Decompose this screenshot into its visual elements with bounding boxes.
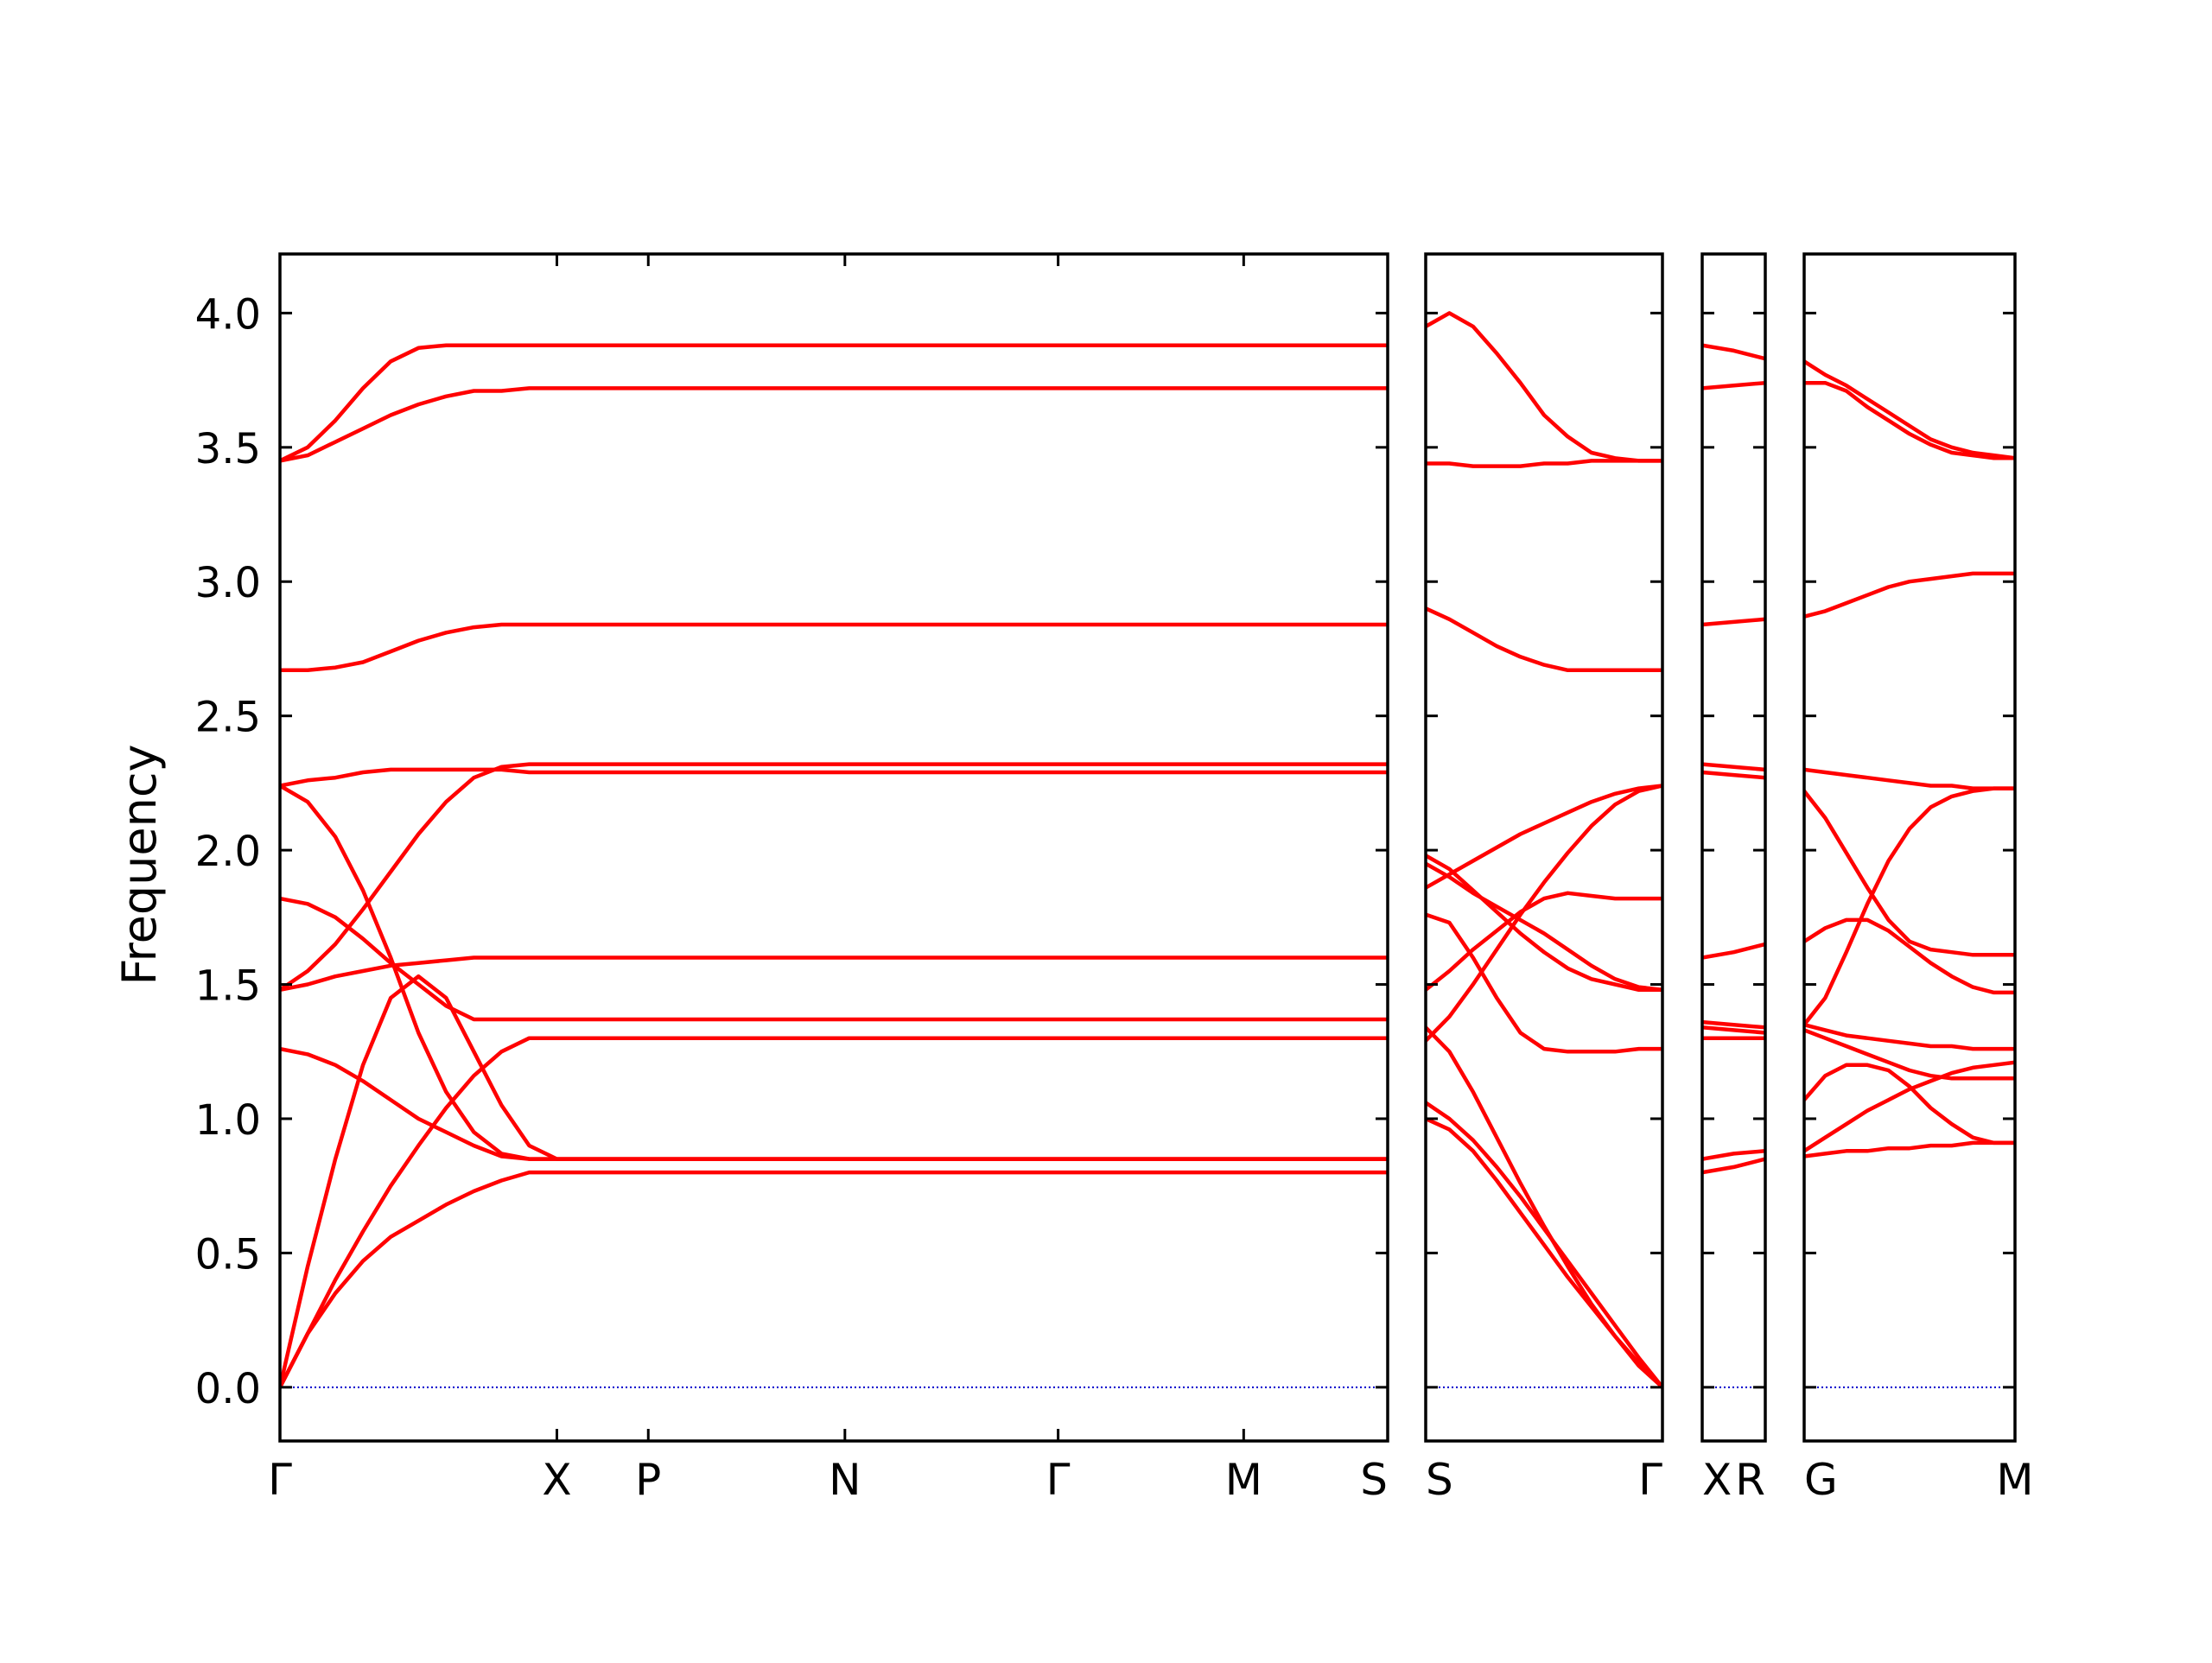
band-line [1702,762,1765,772]
y-tick-label: 1.5 [195,962,261,1011]
y-axis-label: Frequency [112,745,167,986]
panel-frame [1700,252,1767,1443]
band-line [1426,311,1662,463]
band-line [1804,1063,2015,1146]
band-line [1702,1149,1765,1161]
band-line [1702,380,1765,390]
x-tick-label: X [1702,1455,1732,1505]
x-tick-label: Γ [1638,1455,1662,1505]
panel-frame [278,252,1389,1443]
band-line [1804,1060,2015,1153]
x-tick-label: R [1735,1455,1765,1505]
band-line [1426,891,1662,993]
y-tick-label: 4.0 [195,290,261,339]
band-line [1702,617,1765,627]
x-tick-label: M [1996,1455,2033,1505]
x-tick-label: Γ [268,1455,292,1505]
band-line [1426,784,1662,1044]
band-line [280,343,1388,463]
band-line [1702,343,1765,361]
y-tick-label: 3.5 [195,425,261,473]
bands-group [280,343,1388,1390]
band-line [1426,861,1662,993]
x-tick-label: N [829,1455,861,1505]
band-line [1426,854,1662,993]
band-line [1426,912,1662,1054]
band-line [1702,1019,1765,1030]
band-line [280,896,1388,1022]
x-tick-label: S [1426,1455,1453,1505]
y-tick-label: 1.0 [195,1096,261,1145]
x-tick-label: X [542,1455,571,1505]
band-line [1426,459,1662,468]
band-line [1426,1116,1662,1390]
band-line [280,762,1388,993]
band-line [280,386,1388,463]
band-line [1804,789,2015,957]
bands-group [1702,343,1765,1175]
band-line [1702,1025,1765,1035]
band-line [280,955,1388,993]
x-tick-label: G [1804,1455,1838,1505]
x-tick-label: Γ [1046,1455,1071,1505]
band-line [1804,1140,2015,1158]
band-line [1804,1022,2015,1051]
band-line [280,784,1388,1161]
band-line [280,1046,1388,1161]
panel-1: 0.0 0.5 1.0 1.5 2.0 2.5 3.0 3.5 4.0 Γ X P N Γ M S [195,252,1389,1505]
band-line [280,767,1388,788]
x-tick-label: P [635,1455,661,1505]
band-line [1804,767,2015,790]
band-line [280,622,1388,673]
band-line [1702,942,1765,960]
x-tick-label: M [1225,1455,1262,1505]
y-tick-label: 2.0 [195,828,261,876]
band-line [1426,606,1662,673]
x-tick-label: S [1360,1455,1388,1505]
band-line [1702,1157,1765,1175]
panel-frame [1424,252,1664,1443]
band-line [1804,917,2015,995]
y-tick-label: 0.5 [195,1230,261,1279]
panel-frame [1802,252,2017,1443]
band-line [1804,359,2015,460]
band-line [1426,784,1662,890]
y-tick-label: 0.0 [195,1365,261,1413]
band-line [280,1036,1388,1390]
y-tick-label: 2.5 [195,694,261,742]
bands-group [1426,311,1662,1390]
band-line [1426,1025,1662,1390]
band-line [1702,770,1765,780]
y-tick-label: 3.0 [195,559,261,607]
band-line [1804,1028,2015,1081]
band-line [1804,571,2015,619]
band-line [1804,380,2015,460]
band-line [280,1170,1388,1390]
bands-group [1804,359,2015,1158]
